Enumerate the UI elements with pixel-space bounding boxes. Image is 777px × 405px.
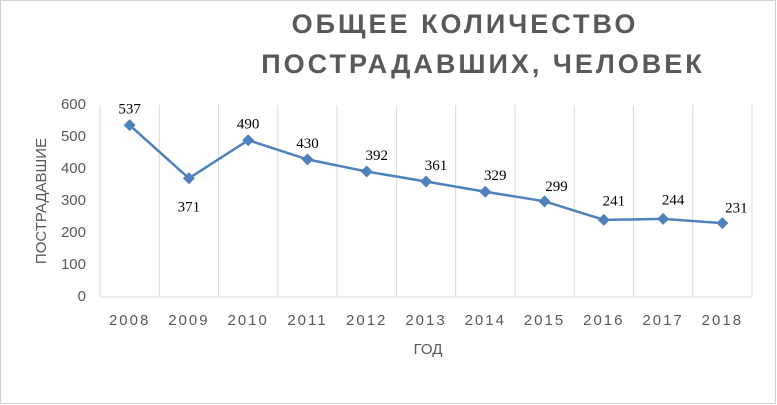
marker [123, 119, 136, 132]
x-tick-label: 2018 [702, 312, 743, 329]
marker [301, 153, 314, 166]
marker [716, 217, 729, 230]
y-tick-label: 0 [78, 288, 86, 305]
marker [360, 165, 373, 178]
x-tick-label: 2010 [227, 312, 268, 329]
marker [242, 134, 255, 147]
x-tick-label: 2012 [346, 312, 387, 329]
data-label: 361 [425, 158, 448, 174]
data-label: 430 [296, 136, 319, 152]
marker [182, 172, 195, 185]
data-label: 537 [118, 102, 141, 118]
y-tick-label: 200 [61, 224, 86, 241]
x-tick-label: 2016 [583, 312, 624, 329]
marker [538, 195, 551, 208]
data-label: 329 [484, 168, 507, 184]
data-label: 244 [662, 192, 685, 208]
data-label: 392 [365, 148, 388, 164]
chart-title: ОБЩЕЕ КОЛИЧЕСТВО [292, 9, 639, 39]
marker [597, 213, 610, 226]
y-tick-label: 100 [61, 256, 86, 273]
y-tick-label: 400 [61, 160, 86, 177]
x-tick-label: 2015 [524, 312, 565, 329]
data-label: 490 [237, 117, 260, 133]
x-tick-label: 2009 [168, 312, 209, 329]
y-axis-title: ПОСТРАДАВШИЕ [33, 138, 50, 264]
data-label: 241 [603, 193, 626, 209]
data-label: 371 [178, 200, 201, 216]
marker [479, 185, 492, 198]
x-tick-label: 2014 [465, 312, 506, 329]
chart-title: ПОСТРАДАВШИХ, ЧЕЛОВЕК [261, 49, 705, 79]
x-tick-label: 2017 [642, 312, 683, 329]
x-tick-label: 2008 [109, 312, 150, 329]
x-tick-label: 2011 [287, 312, 327, 329]
marker [657, 212, 670, 225]
y-tick-label: 300 [61, 192, 86, 209]
marker [420, 175, 432, 188]
x-tick-label: 2013 [405, 312, 446, 329]
data-label: 299 [545, 179, 568, 195]
data-label: 231 [725, 201, 748, 217]
y-tick-label: 600 [61, 96, 86, 113]
y-tick-label: 500 [61, 128, 86, 145]
x-axis-title: ГОД [414, 341, 443, 358]
